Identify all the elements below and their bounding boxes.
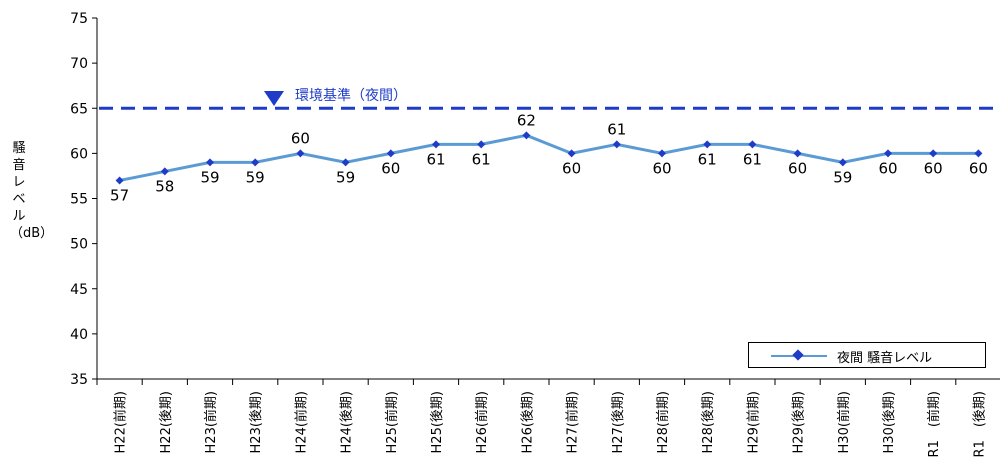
data-label: 61 — [698, 150, 717, 168]
x-tick-label: H26(前期) — [474, 391, 490, 453]
data-point-marker — [206, 158, 214, 167]
data-point-marker — [612, 140, 621, 149]
y-tick-label: 60 — [70, 146, 88, 162]
data-point-marker — [658, 149, 666, 158]
x-tick-label: H23(前期) — [203, 391, 219, 453]
data-point-marker — [386, 149, 395, 158]
data-label: 61 — [472, 150, 491, 168]
data-label: 60 — [924, 159, 943, 177]
data-label: 61 — [426, 150, 445, 168]
data-label: 60 — [788, 159, 807, 177]
data-point-marker — [884, 149, 892, 158]
x-tick-label: H24(後期) — [340, 391, 355, 453]
data-point-marker — [703, 140, 712, 149]
data-point-marker — [115, 176, 124, 185]
y-tick-label: 50 — [70, 237, 88, 253]
data-label: 59 — [200, 168, 219, 186]
data-label: 59 — [336, 168, 355, 186]
legend: 夜間 騒音レベル — [748, 342, 986, 368]
data-point-marker — [974, 149, 983, 158]
x-tick-label: H29(後期) — [792, 391, 807, 453]
y-axis-label: 騒音レベル（dB） — [10, 141, 54, 241]
x-tick-label: H27(前期) — [565, 391, 581, 453]
data-point-marker — [793, 149, 802, 158]
legend-label: 夜間 騒音レベル — [837, 351, 933, 366]
x-tick-label: R1 (後期) — [972, 391, 987, 457]
x-tick-label: H29(前期) — [745, 391, 761, 453]
data-point-marker — [567, 149, 576, 158]
data-point-marker — [341, 158, 350, 167]
data-label: 60 — [652, 159, 671, 177]
x-tick-label: H23(後期) — [249, 391, 264, 453]
data-label: 60 — [381, 159, 400, 177]
y-tick-label: 40 — [70, 327, 88, 343]
data-label: 61 — [743, 150, 762, 168]
y-tick-label: 45 — [70, 282, 88, 298]
data-label: 58 — [155, 177, 174, 195]
x-tick-label: H22(前期) — [113, 391, 129, 453]
x-tick-label: H26(後期) — [520, 391, 535, 453]
data-point-marker — [522, 131, 531, 140]
data-label: 60 — [291, 129, 310, 147]
x-tick-label: H30(前期) — [836, 391, 852, 453]
reference-triangle-marker — [264, 91, 284, 106]
data-point-marker — [432, 140, 440, 149]
data-point-marker — [251, 158, 260, 167]
x-tick-label: H24(前期) — [293, 391, 309, 453]
data-label: 57 — [110, 186, 129, 204]
data-label: 59 — [246, 168, 265, 186]
data-label: 60 — [562, 159, 581, 177]
y-tick-label: 65 — [70, 101, 88, 117]
x-tick-label: H28(前期) — [655, 391, 671, 453]
x-tick-label: R1 (前期) — [926, 391, 942, 457]
data-label: 60 — [969, 159, 988, 177]
y-tick-label: 75 — [70, 11, 88, 27]
data-label: 61 — [607, 120, 626, 138]
x-tick-label: H28(後期) — [701, 391, 716, 453]
x-tick-label: H25(前期) — [384, 391, 400, 453]
data-point-marker — [748, 140, 757, 149]
data-label: 60 — [878, 159, 897, 177]
x-tick-label: H22(後期) — [159, 391, 174, 453]
x-tick-label: H27(後期) — [611, 391, 626, 453]
y-tick-label: 35 — [70, 372, 88, 388]
y-tick-label: 70 — [70, 56, 88, 72]
data-point-marker — [160, 167, 169, 176]
data-label: 59 — [833, 168, 852, 186]
data-point-marker — [296, 149, 305, 158]
series-line — [119, 133, 979, 182]
data-point-marker — [929, 149, 938, 158]
x-tick-label: H30(後期) — [882, 391, 897, 453]
y-tick-label: 55 — [70, 192, 88, 208]
data-point-marker — [838, 158, 847, 167]
reference-label: 環境基準（夜間） — [295, 87, 407, 104]
legend-diamond-marker — [792, 349, 804, 361]
x-tick-label: H25(後期) — [430, 391, 445, 453]
data-label: 62 — [517, 111, 536, 129]
data-point-marker — [477, 140, 486, 149]
